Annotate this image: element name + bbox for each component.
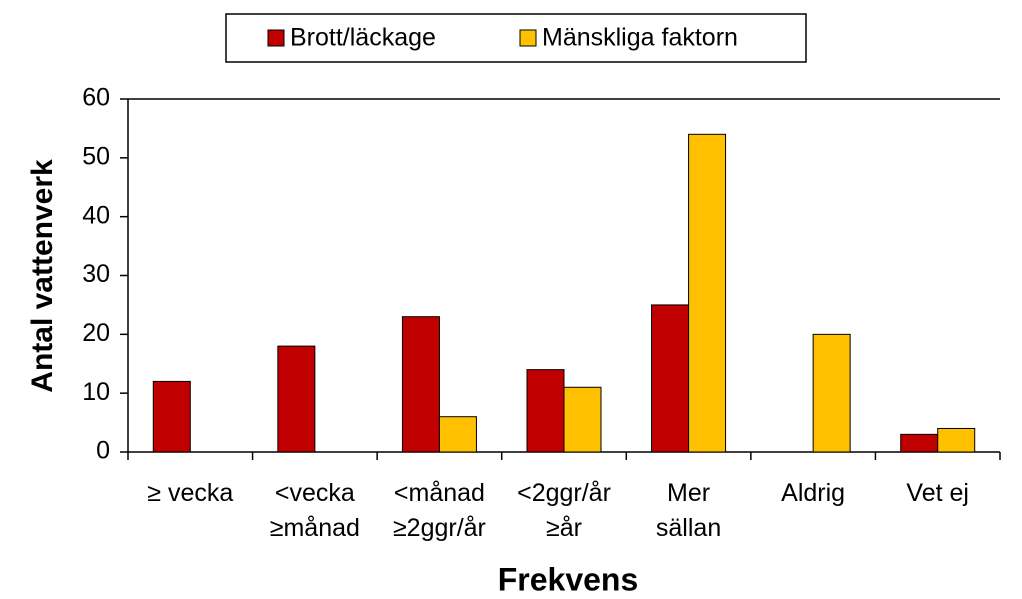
y-tick-label: 30 [82, 260, 110, 288]
bar [152, 380, 191, 453]
bar [812, 333, 851, 453]
x-tick-label: ≥ vecka [147, 479, 233, 507]
bar [688, 133, 727, 453]
bar [401, 316, 440, 453]
x-tick-label: Aldrig [781, 479, 845, 507]
y-tick-label: 20 [82, 319, 110, 347]
y-tick-label: 50 [82, 142, 110, 170]
legend-swatch [267, 29, 285, 47]
y-axis-title: Antal vattenverk [26, 159, 59, 393]
x-tick-label: <månad ≥2ggr/år [393, 479, 486, 542]
bar [563, 386, 602, 453]
y-tick-label: 0 [96, 437, 110, 465]
legend-label: Brott/läckage [290, 24, 436, 52]
x-tick-label: Mer sällan [656, 479, 721, 542]
y-tick-label: 10 [82, 378, 110, 406]
legend-swatch [519, 29, 537, 47]
bar [438, 416, 477, 453]
bar [277, 345, 316, 453]
y-tick-label: 40 [82, 201, 110, 229]
bar [651, 304, 690, 453]
bar [937, 427, 976, 453]
x-tick-label: <2ggr/år ≥år [517, 479, 611, 542]
bar [900, 433, 939, 453]
y-tick-label: 60 [82, 84, 110, 112]
x-tick-label: Vet ej [906, 479, 969, 507]
bar [526, 369, 565, 453]
legend-box [225, 13, 807, 63]
x-tick-label: <vecka ≥månad [270, 479, 360, 542]
legend-label: Mänskliga faktorn [542, 24, 738, 52]
x-axis-title: Frekvens [498, 561, 639, 597]
